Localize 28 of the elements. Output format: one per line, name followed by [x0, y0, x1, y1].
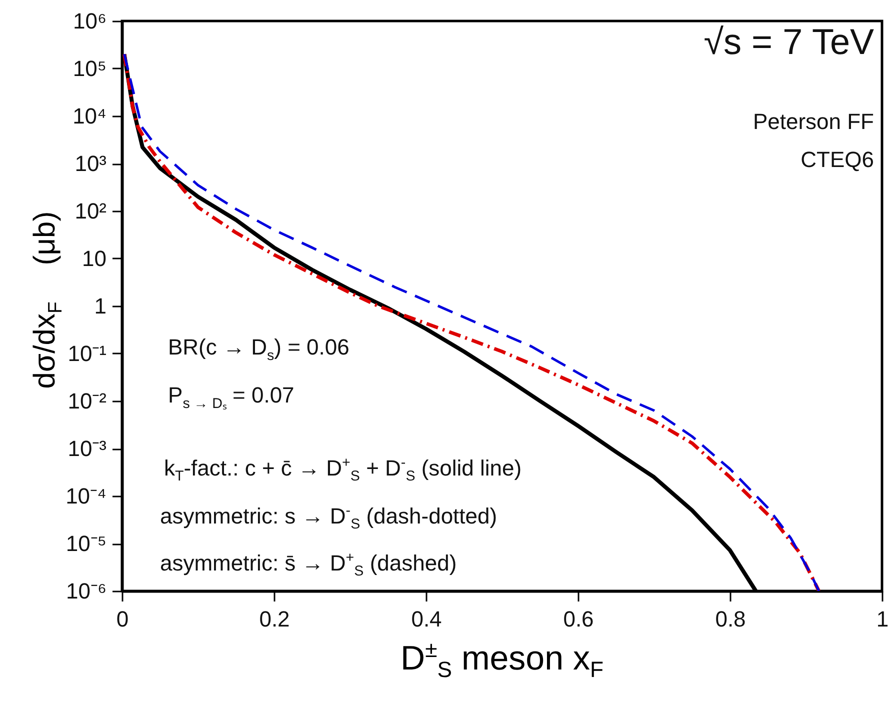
- annotation: BR(c → D$_{s}$) = 0.06: [168, 334, 350, 364]
- y-tick-label: 10²: [74, 198, 106, 224]
- x-tick-label: 0: [116, 606, 129, 632]
- x-axis-title: D$^{±}$$_{S}$ meson x$_{F}$: [400, 636, 604, 684]
- y-tick-label: 10⁵: [72, 56, 106, 81]
- x-tick-label: 0.2: [259, 606, 290, 632]
- text: k$_{T}$-fact.: c + c̄ → D$^{+}$$_{S}$ + D$^{-}$$_{S}$ (solid line): [164, 454, 522, 485]
- x-tick-label: 0.6: [563, 606, 594, 632]
- annotation: √s = 7 TeV: [704, 21, 874, 62]
- y-tick-label: 10⁻⁶: [66, 578, 106, 604]
- y-tick-label: 10⁶: [72, 8, 106, 34]
- y-tick-label: 10⁻³: [68, 436, 106, 461]
- y-tick-label: 10⁻¹: [68, 341, 106, 366]
- y-tick-label: 10⁻⁵: [66, 531, 106, 556]
- annotation: P$_{s → Dₛ}$ = 0.07: [168, 382, 294, 412]
- y-tick-label: 10⁴: [72, 104, 106, 128]
- x-tick-label: 0.8: [715, 606, 746, 632]
- annotation: Peterson FF: [752, 109, 874, 134]
- y-tick-label: 10³: [74, 151, 106, 176]
- annotation: asymmetric: s̄ → D$^{+}$$_{S}$ (dashed): [160, 550, 457, 580]
- annotation: asymmetric: s → D$^{-}$$_{S}$ (dash-dotted): [160, 502, 498, 533]
- y-tick-label: 10⁻⁴: [66, 484, 106, 508]
- annotation: CTEQ6: [800, 147, 874, 172]
- y-tick-label: 10⁻²: [68, 388, 106, 414]
- x-tick-label: 0.4: [411, 606, 442, 632]
- y-tick-label: 10: [82, 246, 106, 271]
- y-tick-label: 1: [94, 294, 106, 318]
- x-tick-label: 1: [876, 606, 889, 632]
